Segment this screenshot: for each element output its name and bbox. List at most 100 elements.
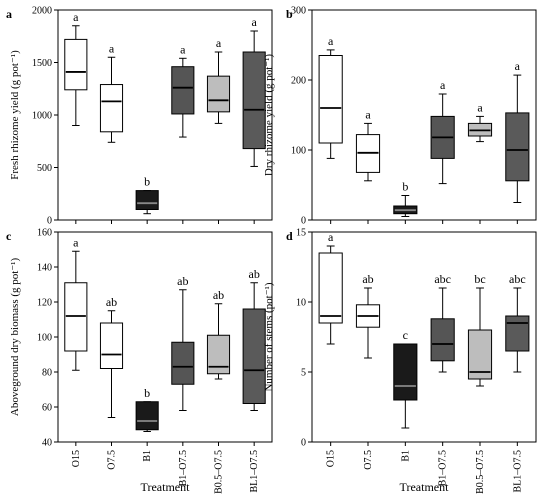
significance-letter: a <box>515 59 521 73</box>
significance-letter: bc <box>474 272 485 286</box>
significance-letter: abc <box>434 272 451 286</box>
y-tick-label: 200 <box>291 76 306 87</box>
x-tick-label: B1–O7.5 <box>438 450 449 486</box>
iqr-box <box>393 343 418 401</box>
panel-label: b <box>286 7 293 21</box>
y-tick-label: 5 <box>301 368 306 379</box>
iqr-box <box>135 190 159 211</box>
box-B1: c <box>393 328 418 429</box>
x-tick-label: O7.5 <box>363 450 374 470</box>
y-axis-label: Aboveground dry biomass (g pot⁻¹) <box>9 258 21 417</box>
iqr-box <box>430 318 455 362</box>
box-O7.5: a <box>355 107 381 182</box>
y-tick-label: 40 <box>42 438 52 449</box>
box-BL1–O7.5: a <box>242 15 266 167</box>
y-tick-label: 1500 <box>32 58 52 69</box>
iqr-box <box>64 38 88 91</box>
box-B1–O7.5: a <box>430 78 455 185</box>
x-tick-label: O7.5 <box>107 450 118 470</box>
box-B1–O7.5: ab <box>171 274 195 411</box>
box-O7.5: ab <box>355 272 381 359</box>
y-tick-label: 60 <box>42 403 52 414</box>
y-tick-label: 15 <box>296 228 306 239</box>
y-tick-label: 140 <box>37 263 52 274</box>
box-B0.5–O7.5: a <box>467 100 493 143</box>
box-B1–O7.5: abc <box>430 272 455 373</box>
y-tick-label: 2000 <box>32 6 52 17</box>
y-tick-label: 0 <box>47 216 52 227</box>
significance-letter: ab <box>362 272 373 286</box>
x-tick-label: B0.5–O7.5 <box>475 450 486 494</box>
y-tick-label: 300 <box>291 6 306 17</box>
plot-frame <box>311 9 537 221</box>
significance-letter: a <box>440 78 446 92</box>
box-O7.5: ab <box>99 295 124 418</box>
iqr-box <box>242 308 266 404</box>
y-tick-label: 100 <box>37 333 52 344</box>
y-axis-label: Number of stems (pot⁻¹) <box>263 282 275 391</box>
y-tick-label: 1000 <box>32 111 52 122</box>
y-tick-label: 0 <box>301 216 306 227</box>
iqr-box <box>318 252 343 324</box>
panel-c: c 40 60 80 100 120 140 160 Aboveground dry bioma… <box>6 228 273 494</box>
iqr-box <box>242 51 266 150</box>
box-B1: b <box>393 180 418 217</box>
plot-frame <box>57 9 273 221</box>
x-axis-label: Treatment <box>141 480 191 494</box>
box-BL1–O7.5: a <box>505 59 530 203</box>
panel-a: a 0 500 1000 1500 2000 Fresh rhizome yield (g … <box>6 6 273 227</box>
iqr-box <box>135 401 159 431</box>
significance-letter: abc <box>509 272 526 286</box>
significance-letter: ab <box>106 295 117 309</box>
y-tick-label: 80 <box>42 368 52 379</box>
x-tick-label: O15 <box>326 450 337 467</box>
box-O15: a <box>318 34 343 159</box>
significance-letter: b <box>144 386 150 400</box>
box-B1: b <box>135 386 159 432</box>
panel-label: d <box>286 229 293 243</box>
y-tick-label: 500 <box>37 163 52 174</box>
x-tick-label: O15 <box>71 450 82 467</box>
iqr-box <box>171 341 195 385</box>
box-O15: a <box>64 10 88 126</box>
significance-letter: a <box>216 36 222 50</box>
panel-label: c <box>6 229 12 243</box>
significance-letter: a <box>328 34 334 48</box>
y-axis-label: Fresh rhizome yield (g pot⁻¹) <box>9 50 21 180</box>
box-O7.5: a <box>99 41 124 143</box>
box-B0.5–O7.5: bc <box>467 272 493 387</box>
plot-frame <box>57 231 273 443</box>
box-B0.5–O7.5: ab <box>206 288 231 380</box>
iqr-box <box>318 55 343 144</box>
significance-letter: ab <box>213 288 224 302</box>
x-tick-label: BL1–O7.5 <box>512 450 523 493</box>
plot-frame <box>311 231 537 443</box>
iqr-box <box>505 315 530 352</box>
significance-letter: c <box>403 328 408 342</box>
x-tick-label: BL1–O7.5 <box>249 450 260 493</box>
iqr-box <box>206 334 231 375</box>
box-B0.5–O7.5: a <box>206 36 231 124</box>
panel-label: a <box>6 7 12 21</box>
y-axis-label: Dry rhizome yield (g pot⁻¹) <box>263 54 275 176</box>
y-tick-label: 160 <box>37 228 52 239</box>
box-BL1–O7.5: ab <box>242 267 266 411</box>
box-BL1–O7.5: abc <box>505 272 530 373</box>
iqr-box <box>505 112 530 182</box>
iqr-box <box>99 322 124 369</box>
significance-letter: a <box>73 235 79 249</box>
iqr-box <box>206 75 231 113</box>
significance-letter: a <box>252 15 258 29</box>
box-O15: a <box>64 235 88 371</box>
significance-letter: a <box>477 100 483 114</box>
significance-letter: a <box>109 41 115 55</box>
significance-letter: a <box>365 107 371 121</box>
y-tick-label: 100 <box>291 146 306 157</box>
significance-letter: a <box>73 10 79 24</box>
x-tick-label: B1 <box>400 450 411 462</box>
y-tick-label: 0 <box>301 438 306 449</box>
significance-letter: ab <box>249 267 260 281</box>
iqr-box <box>99 84 124 133</box>
panel-d: d 0 5 10 15 Number of stems (pot⁻¹) O15 O7.5 B1 B… <box>263 228 537 494</box>
